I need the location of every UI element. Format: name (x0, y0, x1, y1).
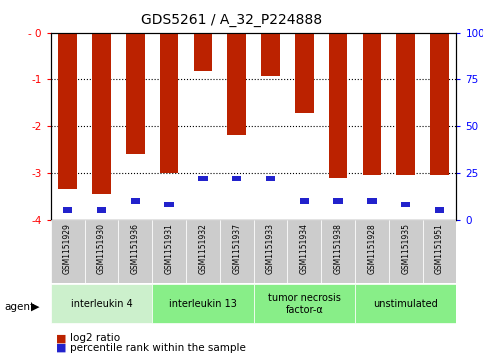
Text: ■: ■ (56, 333, 66, 343)
Text: GSM1151936: GSM1151936 (131, 223, 140, 274)
Text: ▶: ▶ (31, 302, 40, 312)
Text: percentile rank within the sample: percentile rank within the sample (70, 343, 246, 353)
Bar (232, 176, 242, 181)
Bar (389, 220, 423, 283)
Text: tumor necrosis
factor-α: tumor necrosis factor-α (268, 293, 341, 315)
Bar (51, 284, 152, 323)
Bar (198, 176, 208, 181)
Text: agent: agent (5, 302, 35, 312)
Bar (186, 220, 220, 283)
Bar (51, 220, 85, 283)
Text: interleukin 4: interleukin 4 (71, 299, 132, 309)
Bar (227, 33, 246, 135)
Bar (220, 220, 254, 283)
Text: interleukin 13: interleukin 13 (169, 299, 237, 309)
Bar (160, 33, 178, 173)
Text: GSM1151933: GSM1151933 (266, 223, 275, 274)
Bar (363, 33, 381, 175)
Bar (97, 208, 106, 213)
Bar (397, 33, 415, 175)
Bar (329, 33, 347, 178)
Text: GSM1151937: GSM1151937 (232, 223, 241, 274)
Text: GSM1151951: GSM1151951 (435, 223, 444, 274)
Bar (295, 33, 313, 113)
Bar (355, 284, 456, 323)
Bar (126, 33, 144, 154)
Bar (85, 220, 118, 283)
Bar (194, 33, 212, 71)
Bar (63, 208, 72, 213)
Bar (355, 220, 389, 283)
Bar (254, 284, 355, 323)
Bar (435, 208, 444, 213)
Bar (401, 202, 411, 208)
Bar (367, 198, 377, 204)
Bar (118, 220, 152, 283)
Text: GSM1151931: GSM1151931 (165, 223, 173, 274)
Bar (333, 198, 343, 204)
Text: unstimulated: unstimulated (373, 299, 438, 309)
Bar (164, 202, 174, 208)
Bar (152, 220, 186, 283)
Bar (423, 220, 456, 283)
Bar (92, 33, 111, 194)
Bar (266, 176, 275, 181)
Bar (321, 220, 355, 283)
Text: GSM1151928: GSM1151928 (368, 223, 376, 274)
Text: GSM1151934: GSM1151934 (300, 223, 309, 274)
Bar (299, 198, 309, 204)
Text: GSM1151930: GSM1151930 (97, 223, 106, 274)
Text: GSM1151929: GSM1151929 (63, 223, 72, 274)
Bar (430, 33, 449, 175)
Bar (254, 220, 287, 283)
Text: GSM1151938: GSM1151938 (334, 223, 342, 274)
Bar (152, 284, 254, 323)
Bar (130, 198, 140, 204)
Text: ■: ■ (56, 343, 66, 353)
Bar (261, 33, 280, 76)
Bar (58, 33, 77, 189)
Text: GDS5261 / A_32_P224888: GDS5261 / A_32_P224888 (142, 13, 323, 27)
Bar (287, 220, 321, 283)
Text: GSM1151935: GSM1151935 (401, 223, 410, 274)
Text: GSM1151932: GSM1151932 (199, 223, 207, 274)
Text: log2 ratio: log2 ratio (70, 333, 120, 343)
